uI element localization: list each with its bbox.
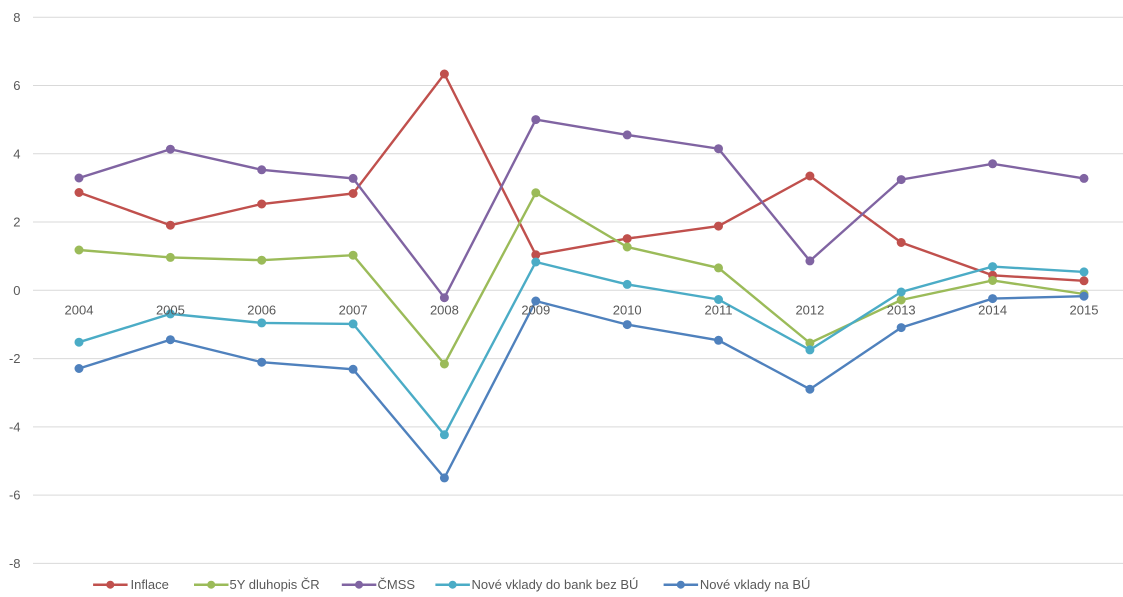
svg-text:2012: 2012 <box>795 303 824 318</box>
svg-text:2013: 2013 <box>887 303 916 318</box>
svg-text:-8: -8 <box>9 556 21 571</box>
svg-text:2010: 2010 <box>613 303 642 318</box>
svg-text:2005: 2005 <box>156 303 185 318</box>
svg-text:2008: 2008 <box>430 303 459 318</box>
svg-text:-6: -6 <box>9 488 21 503</box>
svg-text:2011: 2011 <box>705 303 733 318</box>
svg-text:2007: 2007 <box>339 303 368 318</box>
svg-text:2009: 2009 <box>521 303 550 318</box>
svg-text:2: 2 <box>13 215 20 230</box>
svg-text:0: 0 <box>13 283 20 298</box>
svg-text:5Y dluhopis ČR: 5Y dluhopis ČR <box>230 577 320 592</box>
svg-text:2014: 2014 <box>978 303 1007 318</box>
svg-text:Nové vklady na BÚ: Nové vklady na BÚ <box>700 577 811 592</box>
svg-text:4: 4 <box>13 146 20 161</box>
svg-text:2015: 2015 <box>1070 303 1099 318</box>
svg-text:-4: -4 <box>9 420 21 435</box>
svg-text:2004: 2004 <box>65 303 94 318</box>
svg-text:-2: -2 <box>9 351 21 366</box>
svg-text:Inflace: Inflace <box>131 577 169 592</box>
svg-text:2006: 2006 <box>247 303 276 318</box>
svg-text:6: 6 <box>13 78 20 93</box>
svg-text:Nové vklady do bank bez BÚ: Nové vklady do bank bez BÚ <box>472 577 639 592</box>
svg-text:8: 8 <box>13 10 20 25</box>
svg-text:ČMSS: ČMSS <box>378 577 416 592</box>
